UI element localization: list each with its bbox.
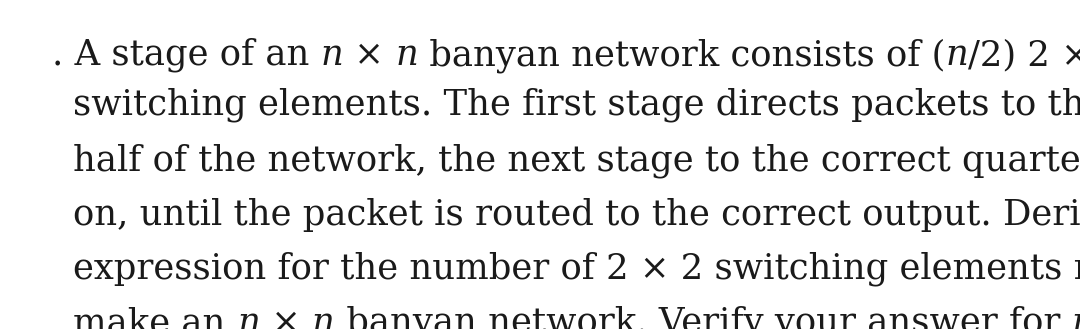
Text: banyan network consists of (: banyan network consists of (	[418, 38, 945, 73]
Text: . A stage of an: . A stage of an	[52, 38, 321, 72]
Text: on, until the packet is routed to the correct output. Derive an: on, until the packet is routed to the co…	[73, 198, 1080, 232]
Text: n: n	[312, 306, 335, 329]
Text: switching elements. The first stage directs packets to the correct: switching elements. The first stage dire…	[73, 88, 1080, 122]
Text: expression for the number of 2 × 2 switching elements needed to: expression for the number of 2 × 2 switc…	[73, 252, 1080, 287]
Text: n: n	[321, 38, 343, 72]
Text: banyan network. Verify your answer for: banyan network. Verify your answer for	[335, 306, 1071, 329]
Text: ×: ×	[343, 38, 395, 72]
Text: n: n	[945, 38, 968, 72]
Text: half of the network, the next stage to the correct quarter, and so: half of the network, the next stage to t…	[73, 143, 1080, 178]
Text: /2) 2 × 2: /2) 2 × 2	[968, 38, 1080, 72]
Text: n: n	[238, 306, 260, 329]
Text: ×: ×	[260, 306, 312, 329]
Text: make an: make an	[73, 306, 238, 329]
Text: n: n	[1071, 306, 1080, 329]
Text: n: n	[395, 38, 418, 72]
